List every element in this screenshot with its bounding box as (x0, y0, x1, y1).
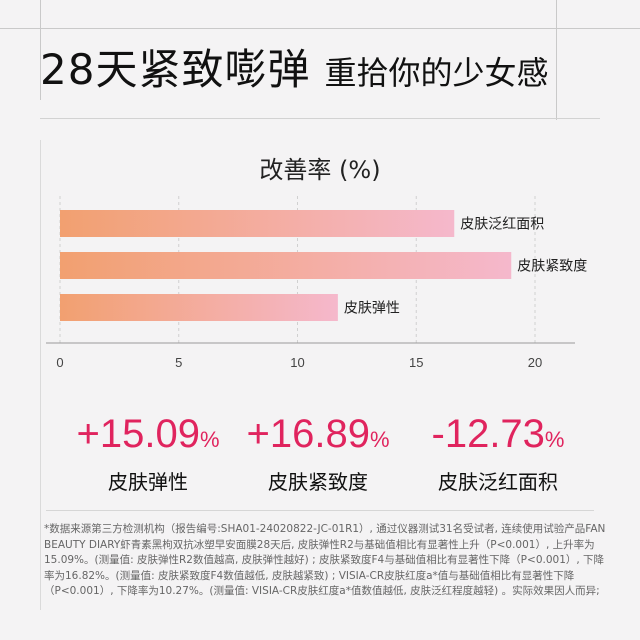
headline: 28天紧致嘭弹 重拾你的少女感 (40, 36, 548, 97)
stat-value: -12.73% (398, 410, 598, 464)
frame-line-left (40, 0, 41, 100)
frame-line-left-lower (40, 140, 41, 610)
bar (60, 294, 338, 321)
stat-number: +16.89 (246, 412, 370, 456)
stat-value: +16.89% (218, 410, 418, 464)
x-tick-label: 0 (56, 355, 63, 370)
stat-label: 皮肤弹性 (108, 470, 188, 494)
bar-category-label: 皮肤弹性 (344, 301, 400, 317)
bar-category-label: 皮肤泛红面积 (460, 217, 544, 233)
stat-elasticity: +15.09% 皮肤弹性 (48, 410, 248, 495)
stat-label: 皮肤泛红面积 (438, 470, 558, 494)
bar (60, 252, 512, 279)
x-tick-label: 15 (409, 355, 423, 370)
x-tick-label: 10 (290, 355, 304, 370)
stat-unit: % (369, 427, 390, 452)
stat-number: +15.09 (76, 412, 200, 456)
footnote-divider (46, 510, 594, 511)
bar-category-label: 皮肤紧致度 (517, 259, 587, 275)
stat-value: +15.09% (48, 410, 248, 464)
headline-sub: 重拾你的少女感 (324, 54, 549, 92)
stat-redness: -12.73% 皮肤泛红面积 (398, 410, 598, 495)
stat-firmness: +16.89% 皮肤紧致度 (218, 410, 418, 495)
frame-line-top (0, 28, 640, 29)
x-tick-label: 20 (528, 355, 542, 370)
stat-unit: % (199, 427, 220, 452)
frame-line-under-headline (40, 118, 600, 119)
chart-title: 改善率 (%) (259, 156, 381, 184)
stat-number: -12.73 (431, 412, 545, 456)
stat-label: 皮肤紧致度 (268, 470, 368, 494)
x-tick-label: 5 (175, 355, 182, 370)
footnote: *数据来源第三方检测机构（报告编号:SHA01-24020822-JC-01R1… (44, 523, 606, 597)
frame-line-right (556, 0, 557, 120)
headline-main: 28天紧致嘭弹 (40, 45, 311, 94)
stat-unit: % (544, 427, 565, 452)
bar (60, 210, 455, 237)
